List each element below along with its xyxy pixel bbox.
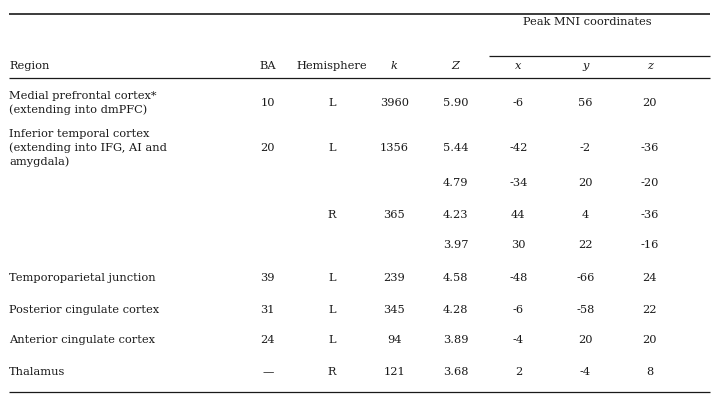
Text: 4.28: 4.28 <box>443 305 468 315</box>
Text: 3.89: 3.89 <box>443 335 468 345</box>
Text: 239: 239 <box>383 273 405 283</box>
Text: 10: 10 <box>261 98 275 108</box>
Text: L: L <box>328 98 336 108</box>
Text: -6: -6 <box>513 305 524 315</box>
Text: 4.79: 4.79 <box>443 178 468 188</box>
Text: Peak MNI coordinates: Peak MNI coordinates <box>523 17 651 27</box>
Text: 4: 4 <box>582 210 589 220</box>
Text: 1356: 1356 <box>380 143 408 153</box>
Text: -4: -4 <box>580 367 591 377</box>
Text: L: L <box>328 273 336 283</box>
Text: -34: -34 <box>509 178 528 188</box>
Text: -16: -16 <box>640 240 659 250</box>
Text: 4.23: 4.23 <box>443 210 468 220</box>
Text: 365: 365 <box>383 210 405 220</box>
Text: 94: 94 <box>387 335 401 345</box>
Text: 121: 121 <box>383 367 405 377</box>
Text: BA: BA <box>259 61 276 71</box>
Text: —: — <box>262 367 273 377</box>
Text: y: y <box>583 61 588 71</box>
Text: 3.97: 3.97 <box>443 240 468 250</box>
Text: R: R <box>328 367 336 377</box>
Text: Inferior temporal cortex
(extending into IFG, AI and
amygdala): Inferior temporal cortex (extending into… <box>9 128 167 167</box>
Text: Anterior cingulate cortex: Anterior cingulate cortex <box>9 335 155 345</box>
Text: 22: 22 <box>578 240 593 250</box>
Text: 2: 2 <box>515 367 522 377</box>
Text: 44: 44 <box>511 210 526 220</box>
Text: -20: -20 <box>640 178 659 188</box>
Text: 30: 30 <box>511 240 526 250</box>
Text: Posterior cingulate cortex: Posterior cingulate cortex <box>9 305 159 315</box>
Text: 3960: 3960 <box>380 98 408 108</box>
Text: 5.44: 5.44 <box>443 143 468 153</box>
Text: -42: -42 <box>509 143 528 153</box>
Text: -36: -36 <box>640 143 659 153</box>
Text: Medial prefrontal cortex*
(extending into dmPFC): Medial prefrontal cortex* (extending int… <box>9 91 157 115</box>
Text: L: L <box>328 305 336 315</box>
Text: k: k <box>391 61 398 71</box>
Text: -36: -36 <box>640 210 659 220</box>
Text: R: R <box>328 210 336 220</box>
Text: 20: 20 <box>261 143 275 153</box>
Text: 24: 24 <box>261 335 275 345</box>
Text: Z: Z <box>451 61 460 71</box>
Text: 4.58: 4.58 <box>443 273 468 283</box>
Text: 20: 20 <box>578 335 593 345</box>
Text: z: z <box>647 61 653 71</box>
Text: 8: 8 <box>646 367 653 377</box>
Text: Thalamus: Thalamus <box>9 367 66 377</box>
Text: -4: -4 <box>513 335 524 345</box>
Text: 22: 22 <box>643 305 657 315</box>
Text: 56: 56 <box>578 98 593 108</box>
Text: 24: 24 <box>643 273 657 283</box>
Text: L: L <box>328 335 336 345</box>
Text: 3.68: 3.68 <box>443 367 468 377</box>
Text: L: L <box>328 143 336 153</box>
Text: 20: 20 <box>643 98 657 108</box>
Text: 345: 345 <box>383 305 405 315</box>
Text: 39: 39 <box>261 273 275 283</box>
Text: -58: -58 <box>576 305 595 315</box>
Text: -66: -66 <box>576 273 595 283</box>
Text: x: x <box>516 61 521 71</box>
Text: -48: -48 <box>509 273 528 283</box>
Text: 20: 20 <box>578 178 593 188</box>
Text: 20: 20 <box>643 335 657 345</box>
Text: -2: -2 <box>580 143 591 153</box>
Text: 31: 31 <box>261 305 275 315</box>
Text: Hemisphere: Hemisphere <box>297 61 367 71</box>
Text: Temporoparietal junction: Temporoparietal junction <box>9 273 156 283</box>
Text: 5.90: 5.90 <box>443 98 468 108</box>
Text: -6: -6 <box>513 98 524 108</box>
Text: Region: Region <box>9 61 50 71</box>
